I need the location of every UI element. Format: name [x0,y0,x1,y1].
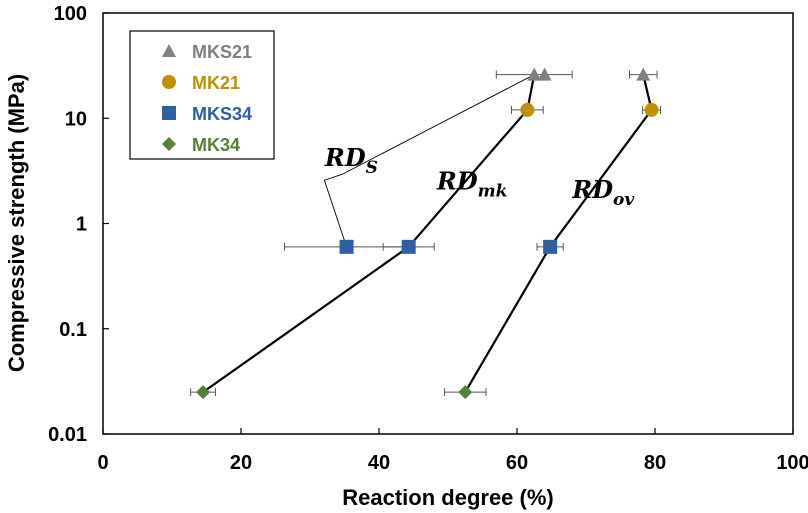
data-point-mks34 [543,239,558,254]
x-tick-label: 20 [230,452,252,474]
annotation-subscript: S [366,158,378,178]
legend: MKS21 MK21 MKS34 MK34 [129,30,275,160]
y-tick-label: 10 [65,108,87,130]
annotation-text: RD [436,167,478,196]
trend-line-ov [464,74,653,393]
x-tick-label: 80 [644,452,666,474]
x-tick-label: 0 [97,452,108,474]
data-point-mk21 [520,102,535,117]
annotations: RDS RDmk RDov [324,143,635,210]
y-tick-labels: 0.01 0.1 1 10 100 [48,3,87,446]
annotation-rd-s: RDS [324,143,378,178]
trend-lines [202,74,653,394]
data-markers [196,67,659,400]
legend-label-mk34: MK34 [192,135,240,155]
data-point-mk34 [458,385,473,400]
y-tick-label: 0.1 [59,319,87,341]
data-point-mks21 [636,67,651,81]
x-tick-labels: 0 20 40 60 80 100 [97,452,808,474]
legend-marker-mk21 [162,75,176,89]
y-tick-label: 0.01 [48,424,87,446]
legend-label-mk21: MK21 [192,73,240,93]
annotation-subscript: ov [613,190,635,210]
data-point-mks21 [537,67,552,81]
legend-marker-mks21 [162,44,176,57]
y-tick-label: 100 [54,3,87,25]
y-tick-label: 1 [76,214,87,236]
data-point-mks34 [339,239,354,254]
annotation-subscript: mk [478,182,508,202]
y-axis-title: Compressive strength (MPa) [4,74,29,372]
x-axis-title: Reaction degree (%) [342,485,554,510]
x-tick-label: 40 [368,452,390,474]
annotation-text: RD [324,143,366,172]
data-point-mks21 [527,67,542,81]
annotation-text: RD [571,175,613,204]
annotation-rd-mk: RDmk [436,167,508,202]
legend-box [129,30,275,160]
trend-line-mk [202,74,536,394]
x-tick-label: 100 [776,452,808,474]
legend-items: MKS21 MK21 MKS34 MK34 [162,42,252,155]
legend-label-mks34: MKS34 [192,104,252,124]
tick-marks [102,12,794,435]
data-point-mk21 [644,102,659,117]
legend-marker-mks34 [162,106,176,120]
data-point-mk34 [196,385,211,400]
x-tick-label: 60 [506,452,528,474]
legend-label-mks21: MKS21 [192,42,252,62]
annotation-rd-ov: RDov [571,175,635,210]
legend-marker-mk34 [162,137,176,151]
leader-line-S [323,74,535,247]
data-point-mks34 [401,239,416,254]
